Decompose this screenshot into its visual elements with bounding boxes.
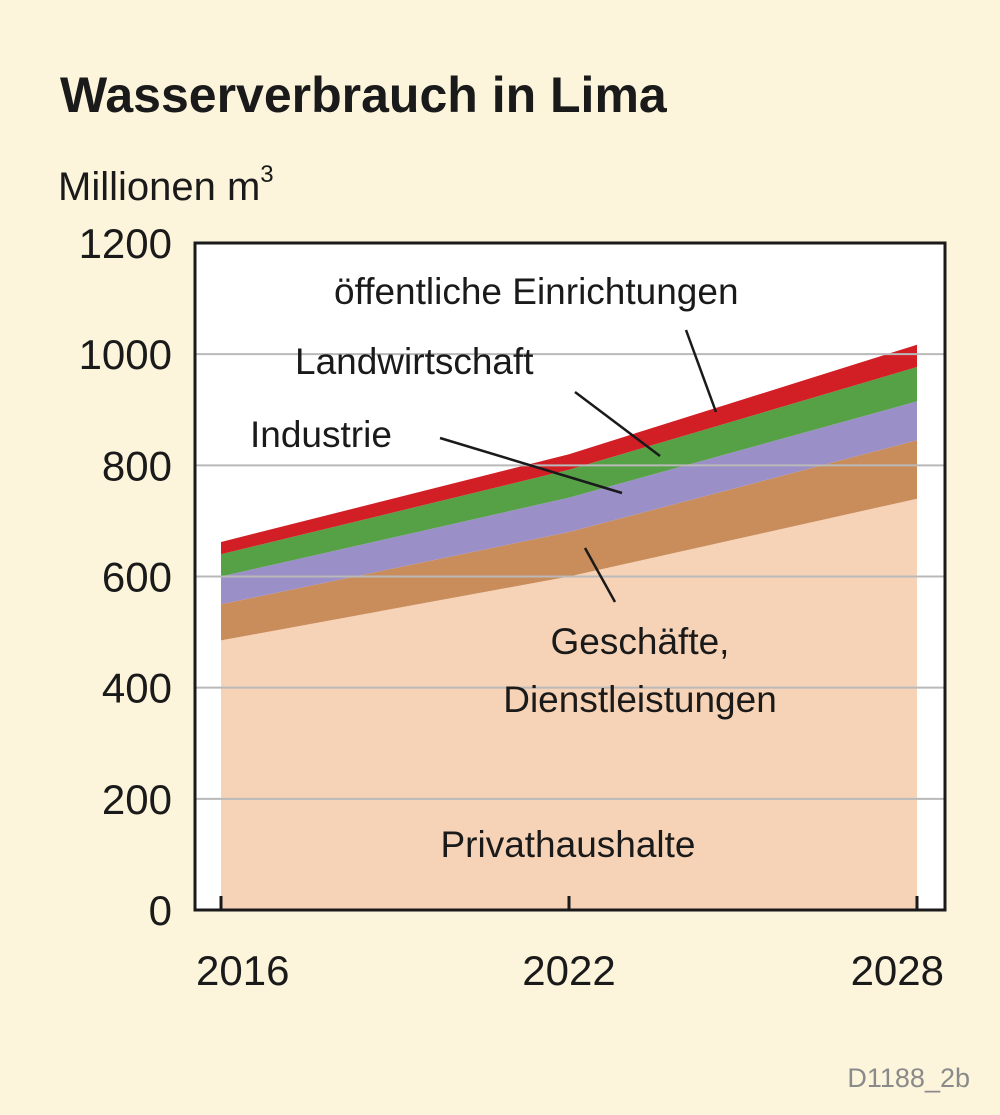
- series-areas: [221, 344, 917, 910]
- y-tick-label-6: 1200: [79, 220, 172, 267]
- x-tick-label-0: 2016: [196, 947, 289, 994]
- x-axis-tick-labels: 2016 2022 2028: [196, 947, 944, 994]
- area-series-1: [221, 440, 917, 641]
- series-label-3: Landwirtschaft: [295, 341, 534, 382]
- series-label-2: Industrie: [250, 414, 392, 455]
- leader-line-0: [583, 547, 617, 603]
- area-series-2: [221, 401, 917, 605]
- leader-line-2: [574, 391, 661, 457]
- series-labels: Privathaushalte Geschäfte, Dienstleistunge…: [250, 271, 777, 865]
- series-label-4: öffentliche Einrichtungen: [334, 271, 739, 312]
- area-series-4: [221, 344, 917, 555]
- y-tick-label-3: 600: [102, 554, 172, 601]
- y-axis-tick-labels: 0 200 400 600 800 1000 1200: [79, 220, 172, 934]
- x-axis-ticks: [219, 896, 919, 910]
- leader-line-1: [439, 436, 623, 495]
- area-series-0: [221, 498, 917, 910]
- label-leader-lines: [439, 329, 718, 603]
- y-tick-label-1: 200: [102, 776, 172, 823]
- area-series-3: [221, 367, 917, 577]
- graphic-code: D1188_2b: [847, 1063, 970, 1093]
- chart-title: Wasserverbrauch in Lima: [60, 67, 668, 123]
- series-label-1-line-0: Geschäfte,: [551, 621, 730, 662]
- series-label-0: Privathaushalte: [440, 824, 695, 865]
- gridlines: [195, 353, 945, 800]
- leader-line-3: [684, 329, 718, 413]
- y-axis-unit-text: Millionen m: [58, 165, 260, 209]
- x-tick-label-1: 2022: [522, 947, 615, 994]
- series-label-1-line-1: Dienstleistungen: [503, 679, 777, 720]
- y-tick-label-5: 1000: [79, 331, 172, 378]
- x-tick-label-2: 2028: [851, 947, 944, 994]
- y-tick-label-4: 800: [102, 442, 172, 489]
- y-tick-label-0: 0: [149, 887, 172, 934]
- y-tick-label-2: 400: [102, 665, 172, 712]
- y-axis-unit: Millionen m3: [58, 161, 274, 209]
- y-axis-unit-superscript: 3: [260, 161, 273, 188]
